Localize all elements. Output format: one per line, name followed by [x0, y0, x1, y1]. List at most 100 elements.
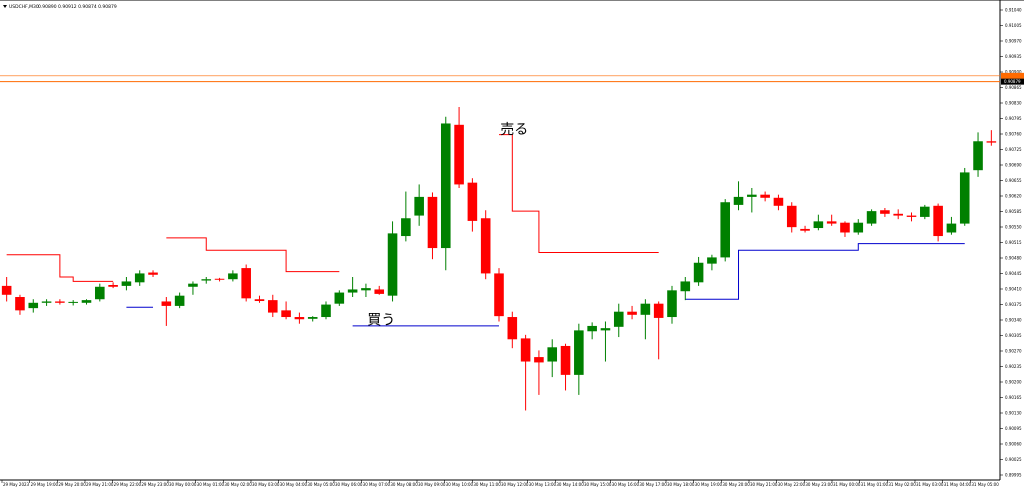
candle-body — [95, 286, 105, 300]
time-tick-label: 30 May 21:00 — [750, 482, 778, 487]
candle-body — [41, 301, 52, 303]
candle-body — [228, 273, 238, 280]
candle-body — [773, 197, 784, 206]
time-tick-label: 30 May 02:00 — [224, 482, 252, 487]
time-tick-label: 30 May 10:00 — [446, 482, 474, 487]
time-tick-label: 30 May 08:00 — [390, 482, 418, 487]
support-line — [685, 243, 965, 300]
time-tick-label: 30 May 13:00 — [529, 482, 557, 487]
candle-body — [374, 289, 385, 294]
price-tick-label: 0.90410 — [1005, 287, 1022, 292]
time-tick-label: 30 May 06:00 — [335, 482, 363, 487]
candle-body — [920, 206, 930, 217]
time-tick-label: 30 May 09:00 — [418, 482, 446, 487]
time-tick-label: 29 May 22:00 — [114, 482, 142, 487]
candle-body — [880, 210, 890, 214]
time-tick-label: 30 May 23:00 — [805, 482, 833, 487]
candle-body — [600, 328, 611, 331]
candle-body — [906, 215, 917, 217]
chart-menu-triangle-icon[interactable] — [3, 5, 7, 8]
candle-body — [401, 218, 411, 237]
candle-body — [840, 222, 850, 233]
candle-body — [387, 233, 398, 296]
current-price-flag-label: 0.90879 — [1004, 79, 1021, 84]
candle-body — [294, 317, 305, 320]
price-tick-label: 0.90620 — [1005, 194, 1022, 199]
time-tick-label: 29 May 19:00 — [31, 482, 59, 487]
candle-body — [720, 202, 731, 258]
candle-body — [148, 272, 158, 275]
price-tick-label: 0.89995 — [1005, 473, 1022, 478]
price-flags: 0.90879 — [1001, 72, 1024, 85]
candle-body — [946, 223, 957, 233]
time-tick-label: 29 May 23:00 — [141, 482, 169, 487]
price-axis-ticks: 0.91040 0.91005 0.90970 0.90935 0.90900 0.908… — [1000, 8, 1022, 478]
candle-body — [68, 301, 78, 303]
candle-body — [440, 123, 451, 249]
time-tick-label: 29 May 21:00 — [86, 482, 114, 487]
candle-body — [667, 290, 677, 318]
time-tick-label: 30 May 14:00 — [556, 482, 584, 487]
current-price-flag — [1001, 78, 1024, 85]
candle-body — [786, 205, 797, 228]
candle-body — [108, 284, 118, 287]
candle-body — [707, 257, 717, 264]
candle-body — [307, 317, 318, 319]
price-tick-label: 0.91005 — [1005, 23, 1022, 28]
resistance-line — [499, 134, 659, 254]
price-tick-label: 0.90200 — [1005, 380, 1022, 385]
time-tick-label: 30 May 11:00 — [473, 482, 501, 487]
time-tick-label: 31 May 03:00 — [916, 482, 944, 487]
candle-body — [201, 279, 212, 281]
candle-body — [81, 300, 92, 303]
price-tick-label: 0.90655 — [1005, 178, 1022, 183]
price-tick-label: 0.90095 — [1005, 426, 1022, 431]
candle-body — [427, 196, 438, 249]
price-tick-label: 0.91040 — [1005, 8, 1022, 13]
candle-body — [560, 345, 571, 375]
ask-price-flag — [1001, 72, 1024, 79]
price-tick-label: 0.90235 — [1005, 364, 1022, 369]
candle-body — [986, 141, 997, 143]
price-tick-label: 0.90340 — [1005, 318, 1022, 323]
candle-body — [893, 213, 903, 216]
price-tick-label: 0.90060 — [1005, 442, 1022, 447]
price-tick-label: 0.90550 — [1005, 225, 1022, 230]
candle-body — [480, 218, 491, 274]
candle-body — [933, 205, 943, 237]
time-tick-label: 31 May 01:00 — [861, 482, 889, 487]
price-tick-label: 0.90585 — [1005, 209, 1022, 214]
price-tick-label: 0.90690 — [1005, 163, 1022, 168]
candle-body — [334, 292, 345, 304]
resistance-line — [6, 254, 114, 282]
trade-annotation-label: 買う — [367, 313, 395, 329]
candle-body — [281, 310, 291, 318]
price-tick-label: 0.90830 — [1005, 101, 1022, 106]
candle-body — [866, 211, 877, 224]
candle-body — [1, 285, 12, 295]
time-tick-label: 31 May 05:00 — [971, 482, 999, 487]
ohlc-header-values: 0.90890 0.90912 0.90874 0.90879 — [38, 4, 117, 10]
time-tick-label: 30 May 03:00 — [252, 482, 280, 487]
candle-body — [321, 304, 331, 318]
time-tick-label: 30 May 07:00 — [363, 482, 391, 487]
price-tick-label: 0.90865 — [1005, 85, 1022, 90]
candle-body — [507, 317, 518, 340]
candle-body — [733, 196, 744, 205]
candle-body — [534, 357, 544, 363]
time-tick-label: 31 May 02:00 — [888, 482, 916, 487]
price-tick-label: 0.90165 — [1005, 395, 1022, 400]
candle-body — [28, 302, 39, 309]
price-tick-label: 0.90480 — [1005, 256, 1022, 261]
candle-body — [547, 347, 558, 362]
candle-body — [574, 330, 584, 375]
candle-body — [267, 300, 278, 313]
candle-body — [347, 289, 358, 293]
time-tick-label: 31 May 04:00 — [944, 482, 972, 487]
time-tick-label: 30 May 18:00 — [667, 482, 695, 487]
price-tick-label: 0.90270 — [1005, 349, 1022, 354]
